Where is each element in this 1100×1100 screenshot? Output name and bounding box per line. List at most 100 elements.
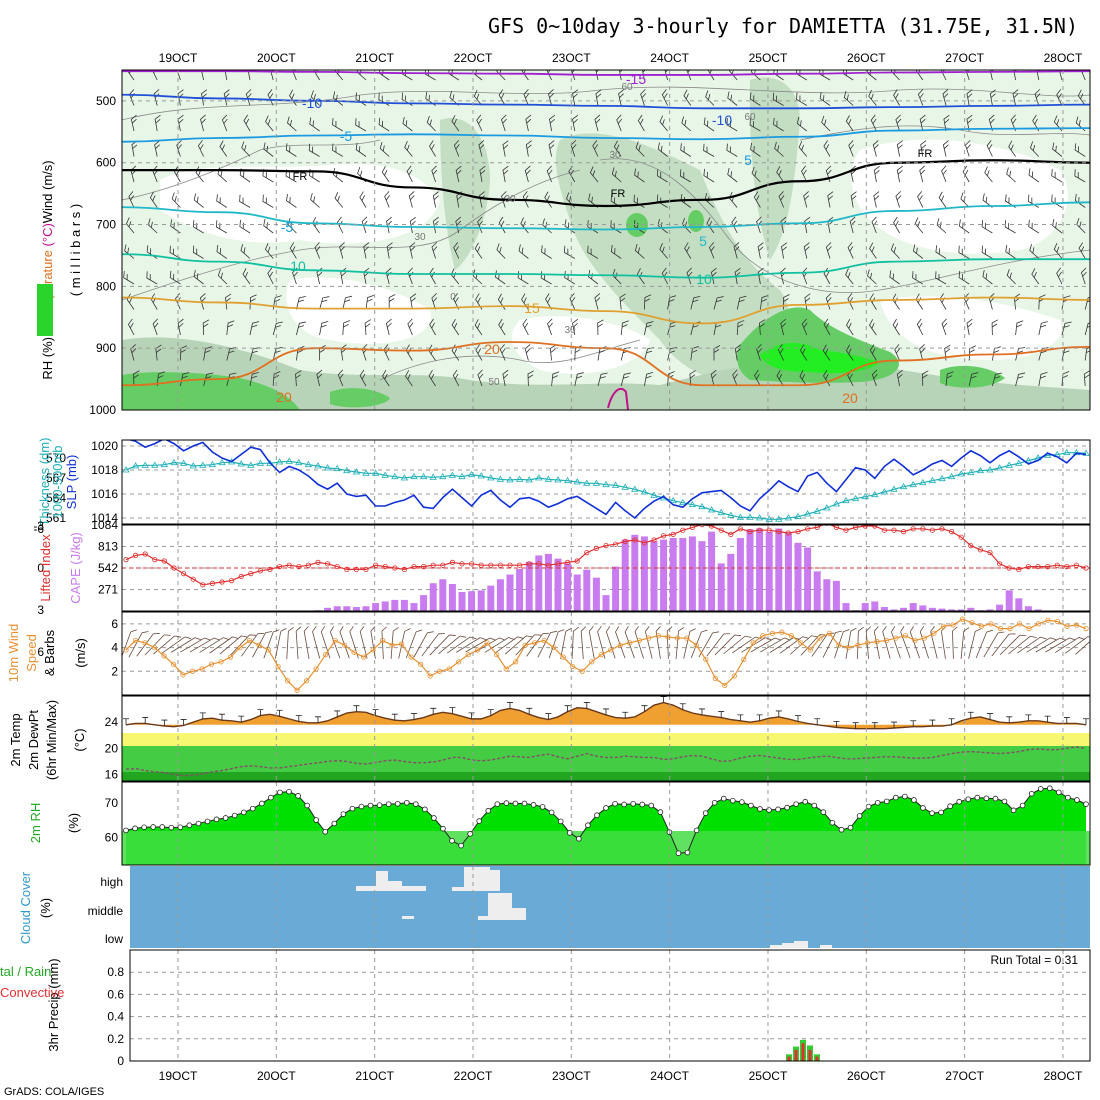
wind-barb-stroke — [319, 296, 330, 310]
wind-barb — [289, 242, 297, 259]
wind-barb — [772, 92, 784, 106]
wind10m-marker — [437, 668, 443, 674]
thickness-marker — [631, 485, 639, 492]
wind-barb-stroke — [308, 143, 320, 157]
cape-bar — [612, 566, 620, 611]
wind-barb — [781, 242, 788, 259]
wind-barb-stroke — [192, 245, 204, 259]
wind-barb-stroke — [365, 295, 375, 310]
isotherm-15 — [122, 296, 1090, 325]
wind-barb — [475, 344, 483, 361]
wind10m-marker — [988, 621, 994, 627]
wind-barb — [123, 271, 135, 285]
thickness-marker — [1024, 456, 1033, 464]
wind10m-marker — [465, 652, 471, 658]
wind-barb — [455, 216, 462, 234]
rh2m-marker — [893, 794, 899, 801]
wind-barb-stroke — [799, 344, 808, 361]
rh2m-marker — [956, 798, 963, 805]
wind-barb — [618, 89, 625, 106]
wind-barb — [541, 245, 552, 259]
rh2m-marker — [367, 802, 374, 809]
wind-barb — [249, 294, 257, 310]
li-marker — [478, 562, 484, 568]
rh-contour-label: 30 — [414, 232, 426, 243]
wind-barb — [982, 193, 993, 208]
wind-barb — [429, 140, 436, 157]
wind-barb-stroke — [1078, 242, 1086, 259]
wind10m-barb — [1075, 635, 1090, 655]
wind-barb-stroke — [223, 89, 230, 106]
wind-barb-stroke — [633, 219, 645, 234]
dewpoint-line — [125, 746, 1087, 777]
wind10m-barb-stroke — [504, 635, 533, 655]
thickness-marker — [592, 479, 601, 486]
x-tick-bottom-label: 22OCT — [454, 1069, 493, 1083]
wind-barb-stroke — [848, 140, 855, 157]
wind-barb — [801, 318, 808, 336]
wind10m-marker — [807, 647, 813, 653]
cape-bar — [381, 601, 389, 611]
cape-bar — [669, 538, 677, 611]
wind-barb-stroke — [518, 244, 529, 259]
wind-barb — [1080, 267, 1087, 285]
wind-barb-stroke — [984, 166, 993, 183]
wind10m-barb-stroke — [153, 635, 182, 655]
rh2m-marker — [729, 797, 736, 804]
wind-barb-stroke — [734, 344, 741, 361]
rh2m-marker — [594, 812, 600, 818]
wind10m-marker — [1026, 625, 1032, 632]
cape-bar — [400, 599, 408, 611]
wind-barb-stroke — [342, 295, 353, 310]
li-marker — [401, 566, 407, 573]
wind10m-marker — [475, 647, 481, 653]
rh2m-marker — [123, 827, 129, 834]
rh2m-marker — [793, 801, 799, 807]
cape-bar — [880, 607, 888, 611]
wind-barb — [819, 91, 831, 106]
wind10m-barb — [580, 626, 587, 659]
wind10m-marker — [456, 659, 462, 665]
li-marker — [468, 561, 475, 567]
rh2m-marker — [431, 815, 437, 821]
wind-barb-stroke — [594, 293, 601, 310]
wind-barb — [917, 89, 924, 106]
wind-barb-stroke — [1006, 167, 1016, 183]
wind-barb-stroke — [1038, 321, 1048, 336]
wind-barb-stroke — [981, 220, 993, 234]
wind-barb-stroke — [589, 166, 599, 183]
wind10m-barb-stroke — [683, 628, 696, 659]
wind10m-barb-stroke — [303, 626, 310, 659]
wind-barb — [896, 369, 903, 387]
wind-barb — [385, 318, 392, 336]
temp-max-bar — [641, 705, 648, 712]
li-marker — [795, 528, 801, 535]
wind-barb — [871, 369, 878, 387]
wind-barb — [689, 370, 696, 387]
wind-barb-stroke — [754, 369, 761, 387]
wind10m-barb-stroke — [760, 637, 791, 653]
li-marker — [843, 527, 849, 533]
wind-barb-stroke — [991, 319, 999, 336]
wind-barb — [868, 89, 877, 106]
wind-barb — [544, 191, 552, 208]
wind-barb — [154, 114, 161, 132]
wind-barb — [869, 319, 877, 336]
thickness-tick-label: 570 — [46, 451, 66, 465]
wind-barb-stroke — [736, 320, 745, 336]
li-marker — [392, 565, 398, 571]
wind-barb — [1029, 141, 1040, 157]
rh2m-marker — [494, 801, 501, 807]
temperature-minmax-bars — [123, 696, 1089, 729]
rh-legend-swatch — [37, 284, 53, 336]
rh2m-marker — [1065, 794, 1071, 801]
wind-barb-stroke — [912, 271, 924, 285]
wind-barb-stroke — [216, 194, 228, 208]
wind-barb-stroke — [406, 165, 413, 183]
wind-barb-stroke — [962, 165, 970, 183]
wind-barb-stroke — [620, 372, 631, 387]
wind-barb — [991, 319, 999, 336]
rh-wet-region — [940, 365, 1005, 388]
wind10m-barb — [968, 628, 982, 659]
wind10m-barb — [930, 626, 938, 659]
